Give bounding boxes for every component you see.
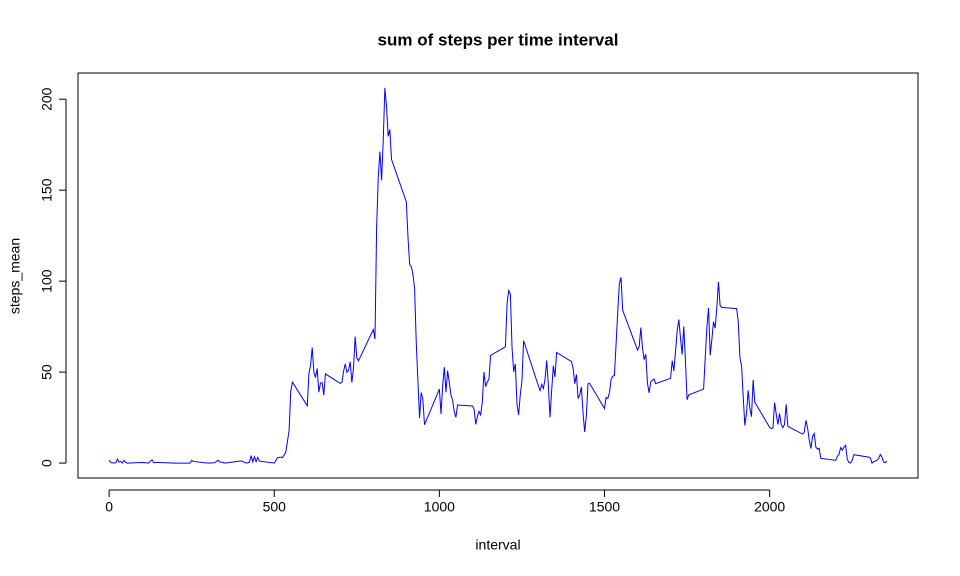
x-axis-label: interval: [475, 537, 520, 553]
y-axis-label: steps_mean: [7, 238, 23, 314]
x-tick-label: 1000: [424, 499, 455, 515]
y-tick-label: 100: [39, 269, 55, 293]
x-tick-label: 2000: [754, 499, 785, 515]
x-tick-label: 500: [263, 499, 287, 515]
y-tick-label: 200: [39, 87, 55, 111]
x-tick-label: 1500: [589, 499, 620, 515]
plot-box: [77, 72, 919, 479]
x-tick-label: 0: [105, 499, 113, 515]
y-tick-label: 0: [39, 459, 55, 467]
chart-title: sum of steps per time interval: [378, 30, 619, 49]
y-tick-label: 50: [39, 364, 55, 380]
data-line: [108, 87, 888, 464]
y-tick-label: 150: [39, 178, 55, 202]
